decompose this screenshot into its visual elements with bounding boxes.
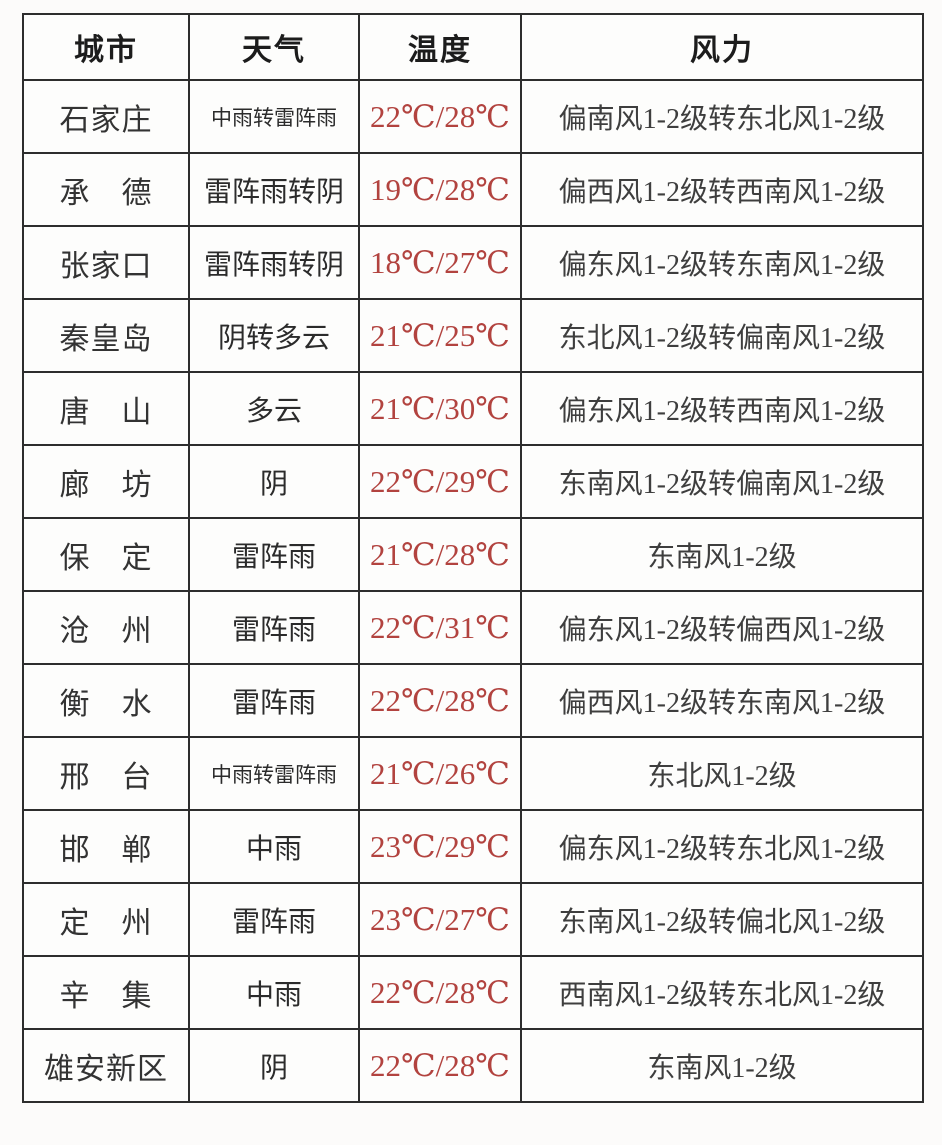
table-row: 承 德 雷阵雨转阴 19℃/28℃ 偏西风1-2级转西南风1-2级 bbox=[22, 152, 924, 227]
temperature-cell: 22℃/28℃ bbox=[358, 955, 522, 1030]
wind-cell: 西南风1-2级转东北风1-2级 bbox=[520, 955, 924, 1030]
weather-cell: 阴 bbox=[188, 1028, 360, 1103]
temperature-cell: 21℃/25℃ bbox=[358, 298, 522, 373]
temperature-cell: 21℃/26℃ bbox=[358, 736, 522, 811]
table-row: 辛 集 中雨 22℃/28℃ 西南风1-2级转东北风1-2级 bbox=[22, 955, 924, 1030]
wind-cell: 偏东风1-2级转偏西风1-2级 bbox=[520, 590, 924, 665]
table-row: 廊 坊 阴 22℃/29℃ 东南风1-2级转偏南风1-2级 bbox=[22, 444, 924, 519]
wind-cell: 东北风1-2级转偏南风1-2级 bbox=[520, 298, 924, 373]
city-cell: 张家口 bbox=[22, 225, 190, 300]
weather-cell: 阴 bbox=[188, 444, 360, 519]
weather-cell: 雷阵雨 bbox=[188, 663, 360, 738]
table-row: 雄安新区 阴 22℃/28℃ 东南风1-2级 bbox=[22, 1028, 924, 1103]
wind-cell: 偏南风1-2级转东北风1-2级 bbox=[520, 79, 924, 154]
weather-cell: 中雨转雷阵雨 bbox=[188, 79, 360, 154]
weather-cell: 雷阵雨转阴 bbox=[188, 225, 360, 300]
wind-cell: 偏西风1-2级转西南风1-2级 bbox=[520, 152, 924, 227]
wind-cell: 偏东风1-2级转东北风1-2级 bbox=[520, 809, 924, 884]
temperature-cell: 23℃/29℃ bbox=[358, 809, 522, 884]
table-row: 保 定 雷阵雨 21℃/28℃ 东南风1-2级 bbox=[22, 517, 924, 592]
table-row: 张家口 雷阵雨转阴 18℃/27℃ 偏东风1-2级转东南风1-2级 bbox=[22, 225, 924, 300]
temperature-cell: 22℃/28℃ bbox=[358, 663, 522, 738]
city-cell: 石家庄 bbox=[22, 79, 190, 154]
column-header-city: 城市 bbox=[22, 13, 190, 81]
city-cell: 唐 山 bbox=[22, 371, 190, 446]
city-cell: 雄安新区 bbox=[22, 1028, 190, 1103]
city-cell: 沧 州 bbox=[22, 590, 190, 665]
wind-cell: 东南风1-2级转偏南风1-2级 bbox=[520, 444, 924, 519]
table-row: 沧 州 雷阵雨 22℃/31℃ 偏东风1-2级转偏西风1-2级 bbox=[22, 590, 924, 665]
wind-cell: 东南风1-2级 bbox=[520, 517, 924, 592]
weather-cell: 阴转多云 bbox=[188, 298, 360, 373]
table-row: 秦皇岛 阴转多云 21℃/25℃ 东北风1-2级转偏南风1-2级 bbox=[22, 298, 924, 373]
city-cell: 廊 坊 bbox=[22, 444, 190, 519]
table-row: 石家庄 中雨转雷阵雨 22℃/28℃ 偏南风1-2级转东北风1-2级 bbox=[22, 79, 924, 154]
column-header-wind: 风力 bbox=[520, 13, 924, 81]
temperature-cell: 21℃/28℃ bbox=[358, 517, 522, 592]
column-header-temperature: 温度 bbox=[358, 13, 522, 81]
city-cell: 保 定 bbox=[22, 517, 190, 592]
temperature-cell: 22℃/28℃ bbox=[358, 1028, 522, 1103]
city-cell: 邢 台 bbox=[22, 736, 190, 811]
weather-cell: 多云 bbox=[188, 371, 360, 446]
table-row: 邢 台 中雨转雷阵雨 21℃/26℃ 东北风1-2级 bbox=[22, 736, 924, 811]
city-cell: 秦皇岛 bbox=[22, 298, 190, 373]
weather-cell: 雷阵雨转阴 bbox=[188, 152, 360, 227]
temperature-cell: 22℃/28℃ bbox=[358, 79, 522, 154]
wind-cell: 东南风1-2级转偏北风1-2级 bbox=[520, 882, 924, 957]
table-header-row: 城市 天气 温度 风力 bbox=[22, 13, 924, 81]
city-cell: 辛 集 bbox=[22, 955, 190, 1030]
city-cell: 承 德 bbox=[22, 152, 190, 227]
weather-cell: 雷阵雨 bbox=[188, 882, 360, 957]
city-cell: 邯 郸 bbox=[22, 809, 190, 884]
wind-cell: 偏西风1-2级转东南风1-2级 bbox=[520, 663, 924, 738]
weather-cell: 中雨 bbox=[188, 955, 360, 1030]
wind-cell: 偏东风1-2级转东南风1-2级 bbox=[520, 225, 924, 300]
city-cell: 定 州 bbox=[22, 882, 190, 957]
weather-cell: 雷阵雨 bbox=[188, 517, 360, 592]
temperature-cell: 22℃/31℃ bbox=[358, 590, 522, 665]
temperature-cell: 21℃/30℃ bbox=[358, 371, 522, 446]
table-row: 衡 水 雷阵雨 22℃/28℃ 偏西风1-2级转东南风1-2级 bbox=[22, 663, 924, 738]
weather-cell: 中雨 bbox=[188, 809, 360, 884]
wind-cell: 东北风1-2级 bbox=[520, 736, 924, 811]
temperature-cell: 23℃/27℃ bbox=[358, 882, 522, 957]
weather-cell: 中雨转雷阵雨 bbox=[188, 736, 360, 811]
weather-cell: 雷阵雨 bbox=[188, 590, 360, 665]
temperature-cell: 18℃/27℃ bbox=[358, 225, 522, 300]
wind-cell: 偏东风1-2级转西南风1-2级 bbox=[520, 371, 924, 446]
table-row: 定 州 雷阵雨 23℃/27℃ 东南风1-2级转偏北风1-2级 bbox=[22, 882, 924, 957]
city-cell: 衡 水 bbox=[22, 663, 190, 738]
temperature-cell: 19℃/28℃ bbox=[358, 152, 522, 227]
table-row: 唐 山 多云 21℃/30℃ 偏东风1-2级转西南风1-2级 bbox=[22, 371, 924, 446]
column-header-weather: 天气 bbox=[188, 13, 360, 81]
wind-cell: 东南风1-2级 bbox=[520, 1028, 924, 1103]
weather-table: 城市 天气 温度 风力 石家庄 中雨转雷阵雨 22℃/28℃ 偏南风1-2级转东… bbox=[22, 13, 924, 1103]
table-row: 邯 郸 中雨 23℃/29℃ 偏东风1-2级转东北风1-2级 bbox=[22, 809, 924, 884]
temperature-cell: 22℃/29℃ bbox=[358, 444, 522, 519]
